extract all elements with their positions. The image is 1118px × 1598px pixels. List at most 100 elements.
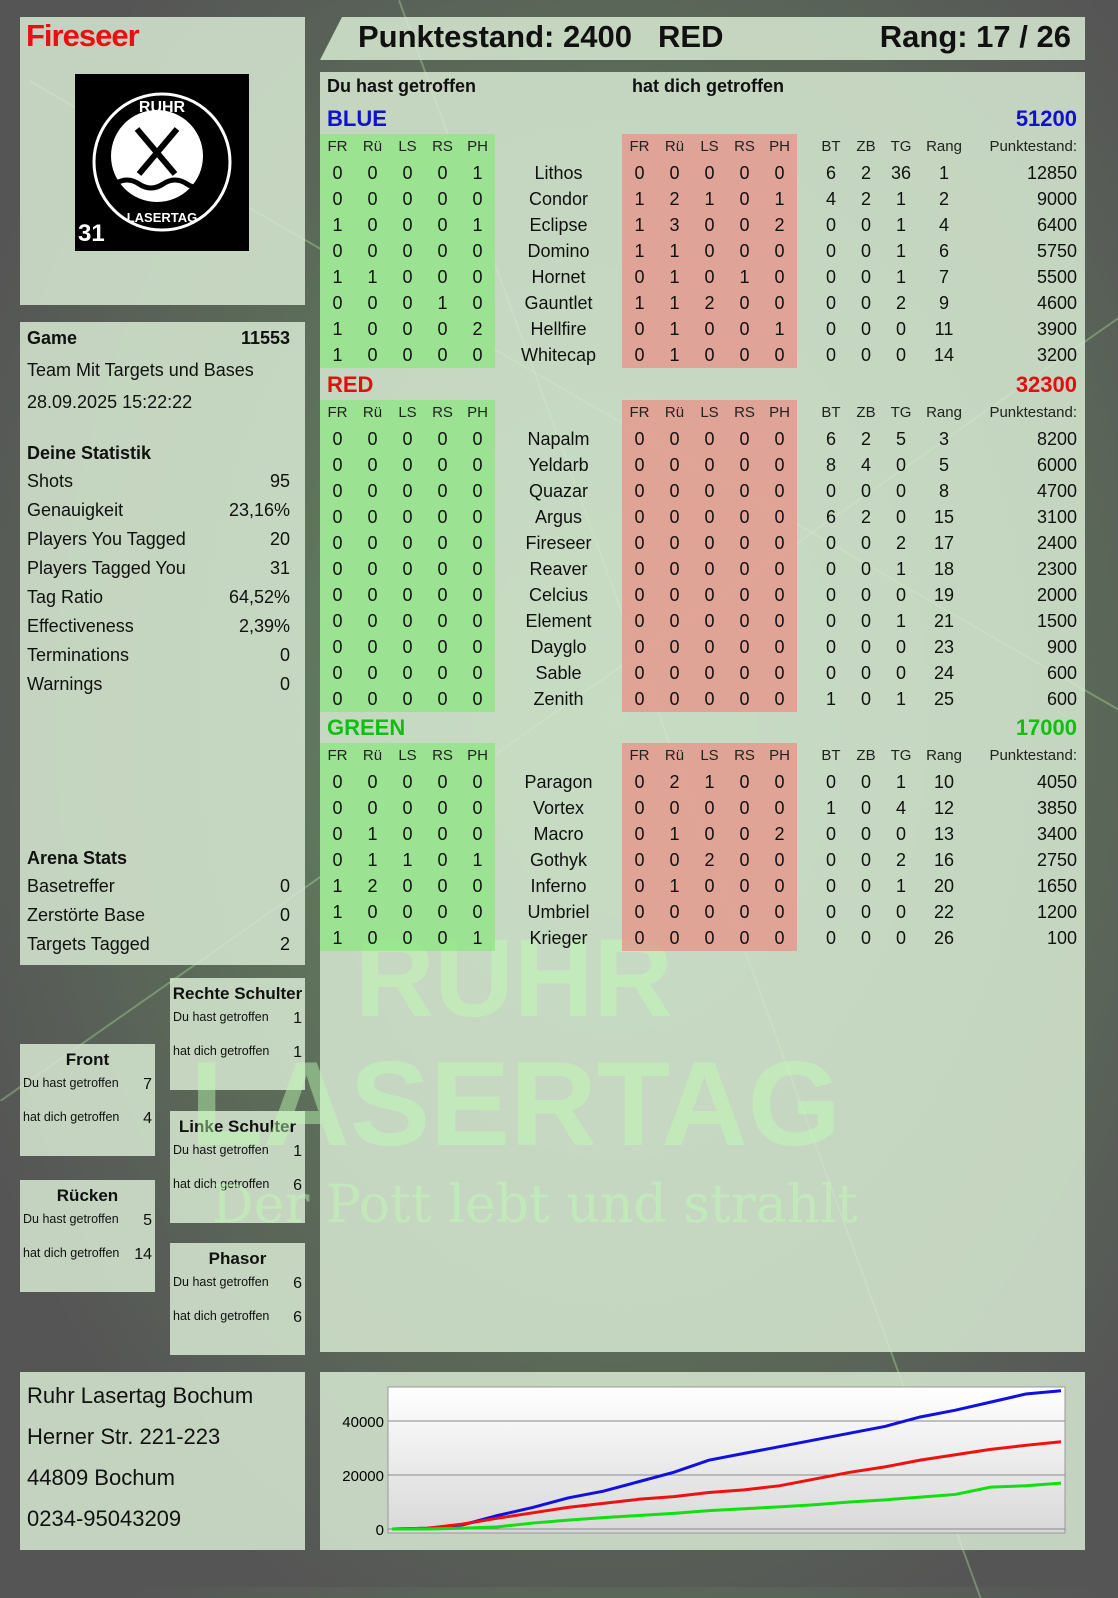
team-score: 17000	[1015, 715, 1077, 740]
you-hit-cell: 0	[390, 160, 425, 186]
hit-you-cell: 0	[657, 530, 692, 556]
rank-cell: 17	[933, 533, 955, 553]
player-row[interactable]: 1 0 0 0 1 Krieger 0 0 0 0 0 0 0 0 26 100	[320, 925, 1085, 951]
you-hit-cell: 0	[355, 426, 390, 452]
hit-you-cell: 0	[692, 452, 727, 478]
you-hit-cell: 0	[320, 452, 355, 478]
rank-cell: 23	[933, 637, 955, 657]
player-row[interactable]: 0 0 0 0 0 Celcius 0 0 0 0 0 0 0 0 19 2000	[320, 582, 1085, 608]
arena-row: Basetreffer 0	[27, 876, 290, 905]
you-hit-cell: 0	[355, 530, 390, 556]
you-hit-cell: 0	[390, 290, 425, 316]
player-row[interactable]: 0 0 0 1 0 Gauntlet 1 1 2 0 0 0 0 2 9 4600	[320, 290, 1085, 316]
hit-you-cell: 0	[692, 426, 727, 452]
hit-you-cell: 0	[727, 795, 762, 821]
player-row[interactable]: 1 2 0 0 0 Inferno 0 1 0 0 0 0 0 1 20 1650	[320, 873, 1085, 899]
player-row[interactable]: 0 0 0 0 0 Vortex 0 0 0 0 0 1 0 4 12 3850	[320, 795, 1085, 821]
player-row[interactable]: 0 0 0 0 0 Fireseer 0 0 0 0 0 0 0 2 17 2400	[320, 530, 1085, 556]
you-hit-cell: 0	[425, 160, 460, 186]
you-hit-cell: 1	[355, 821, 390, 847]
column-header: Rü	[355, 134, 390, 160]
player-row[interactable]: 0 0 0 0 0 Sable 0 0 0 0 0 0 0 0 24 600	[320, 660, 1085, 686]
you-hit-cell: 0	[320, 608, 355, 634]
hit-you-cell: 0	[727, 478, 762, 504]
rank-cell: 11	[934, 319, 954, 339]
you-hit-cell: 0	[425, 769, 460, 795]
player-row[interactable]: 0 0 0 0 0 Condor 1 2 1 0 1 4 2 1 2 9000	[320, 186, 1085, 212]
game-id: 11553	[240, 328, 290, 348]
hit-zone-box: Phasor Du hast getroffen 6 hat dich getroff…	[170, 1243, 305, 1355]
bt-cell: 6	[825, 163, 836, 183]
hit-you-cell: 0	[657, 686, 692, 712]
you-hit-cell: 0	[425, 608, 460, 634]
you-hit-cell: 0	[425, 582, 460, 608]
you-hit-cell: 0	[460, 264, 495, 290]
hit-you-cell: 1	[692, 769, 727, 795]
zone-title: Linke Schulter	[178, 1117, 297, 1136]
player-row[interactable]: 1 0 0 0 0 Whitecap 0 1 0 0 0 0 0 0 14 3200	[320, 342, 1085, 368]
player-name-cell: Lithos	[534, 163, 583, 183]
you-hit-cell: 0	[460, 582, 495, 608]
player-row[interactable]: 1 0 0 0 2 Hellfire 0 1 0 0 1 0 0 0 11 3900	[320, 316, 1085, 342]
player-name-cell: Macro	[533, 824, 584, 844]
player-row[interactable]: 0 0 0 0 0 Element 0 0 0 0 0 0 0 1 21 1500	[320, 608, 1085, 634]
you-hit-cell: 0	[320, 821, 355, 847]
player-row[interactable]: 0 0 0 0 0 Yeldarb 0 0 0 0 0 8 4 0 5 6000	[320, 452, 1085, 478]
team-blue: BLUE 51200 FR Rü LS RS PH FR Rü LS RS PH BT ZB TG Rang P…	[320, 106, 1085, 368]
you-hit-cell: 0	[355, 686, 390, 712]
player-row[interactable]: 0 0 0 0 1 Lithos 0 0 0 0 0 6 2 36 1 12850	[320, 160, 1085, 186]
zone-hit-you-value: 14	[134, 1246, 152, 1263]
tg-cell: 0	[895, 663, 906, 683]
zb-cell: 0	[860, 481, 871, 501]
player-row[interactable]: 0 1 0 0 0 Macro 0 1 0 0 2 0 0 0 13 3400	[320, 821, 1085, 847]
team-header: RED 32300	[320, 372, 1085, 400]
zb-cell: 0	[860, 345, 871, 365]
you-hit-cell: 0	[320, 426, 355, 452]
you-hit-cell: 0	[355, 660, 390, 686]
zone-title: Front	[65, 1050, 110, 1069]
hit-you-cell: 0	[657, 795, 692, 821]
stat-label: Players Tagged You	[27, 558, 186, 578]
arena-label: Basetreffer	[27, 876, 115, 896]
player-row[interactable]: 0 0 0 0 0 Argus 0 0 0 0 0 6 2 0 15 3100	[320, 504, 1085, 530]
you-hit-cell: 0	[460, 899, 495, 925]
you-hit-cell: 0	[320, 686, 355, 712]
hit-you-cell: 0	[657, 160, 692, 186]
player-row[interactable]: 0 0 0 0 0 Napalm 0 0 0 0 0 6 2 5 3 8200	[320, 426, 1085, 452]
arena-label: Targets Tagged	[27, 934, 150, 954]
you-hit-cell: 0	[390, 556, 425, 582]
points-cell: 600	[1046, 663, 1077, 683]
player-row[interactable]: 1 1 0 0 0 Hornet 0 1 0 1 0 0 0 1 7 5500	[320, 264, 1085, 290]
bt-cell: 1	[825, 798, 836, 818]
you-hit-cell: 1	[320, 212, 355, 238]
hit-you-cell: 0	[762, 264, 797, 290]
you-hit-cell: 0	[425, 821, 460, 847]
player-row[interactable]: 0 0 0 0 0 Paragon 0 2 1 0 0 0 0 1 10 4050	[320, 769, 1085, 795]
player-row[interactable]: 0 0 0 0 0 Domino 1 1 0 0 0 0 0 1 6 5750	[320, 238, 1085, 264]
column-header: PH	[762, 400, 797, 426]
player-row[interactable]: 0 1 1 0 1 Gothyk 0 0 2 0 0 0 0 2 16 2750	[320, 847, 1085, 873]
player-row[interactable]: 0 0 0 0 0 Dayglo 0 0 0 0 0 0 0 0 23 900	[320, 634, 1085, 660]
tg-cell: 1	[895, 876, 906, 896]
column-header: ZB	[856, 747, 876, 764]
column-header: FR	[320, 743, 355, 769]
you-hit-cell: 0	[460, 769, 495, 795]
bt-cell: 8	[825, 455, 836, 475]
bt-cell: 0	[825, 824, 836, 844]
player-row[interactable]: 1 0 0 0 1 Eclipse 1 3 0 0 2 0 0 1 4 6400	[320, 212, 1085, 238]
column-header: Punktestand:	[989, 404, 1077, 421]
zone-you-hit-value: 1	[293, 1143, 302, 1160]
hit-you-cell: 0	[622, 847, 657, 873]
player-row[interactable]: 0 0 0 0 0 Zenith 0 0 0 0 0 1 0 1 25 600	[320, 686, 1085, 712]
column-header: ZB	[856, 138, 876, 155]
column-header: PH	[762, 134, 797, 160]
points-cell: 9000	[1036, 189, 1077, 209]
y-tick-label: 40000	[342, 1414, 384, 1431]
player-row[interactable]: 1 0 0 0 0 Umbriel 0 0 0 0 0 0 0 0 22 1200	[320, 899, 1085, 925]
column-header: PH	[762, 743, 797, 769]
you-hit-cell: 0	[425, 686, 460, 712]
bt-cell: 0	[825, 585, 836, 605]
player-row[interactable]: 0 0 0 0 0 Reaver 0 0 0 0 0 0 0 1 18 2300	[320, 556, 1085, 582]
player-row[interactable]: 0 0 0 0 0 Quazar 0 0 0 0 0 0 0 0 8 4700	[320, 478, 1085, 504]
rank-cell: 18	[933, 559, 955, 579]
